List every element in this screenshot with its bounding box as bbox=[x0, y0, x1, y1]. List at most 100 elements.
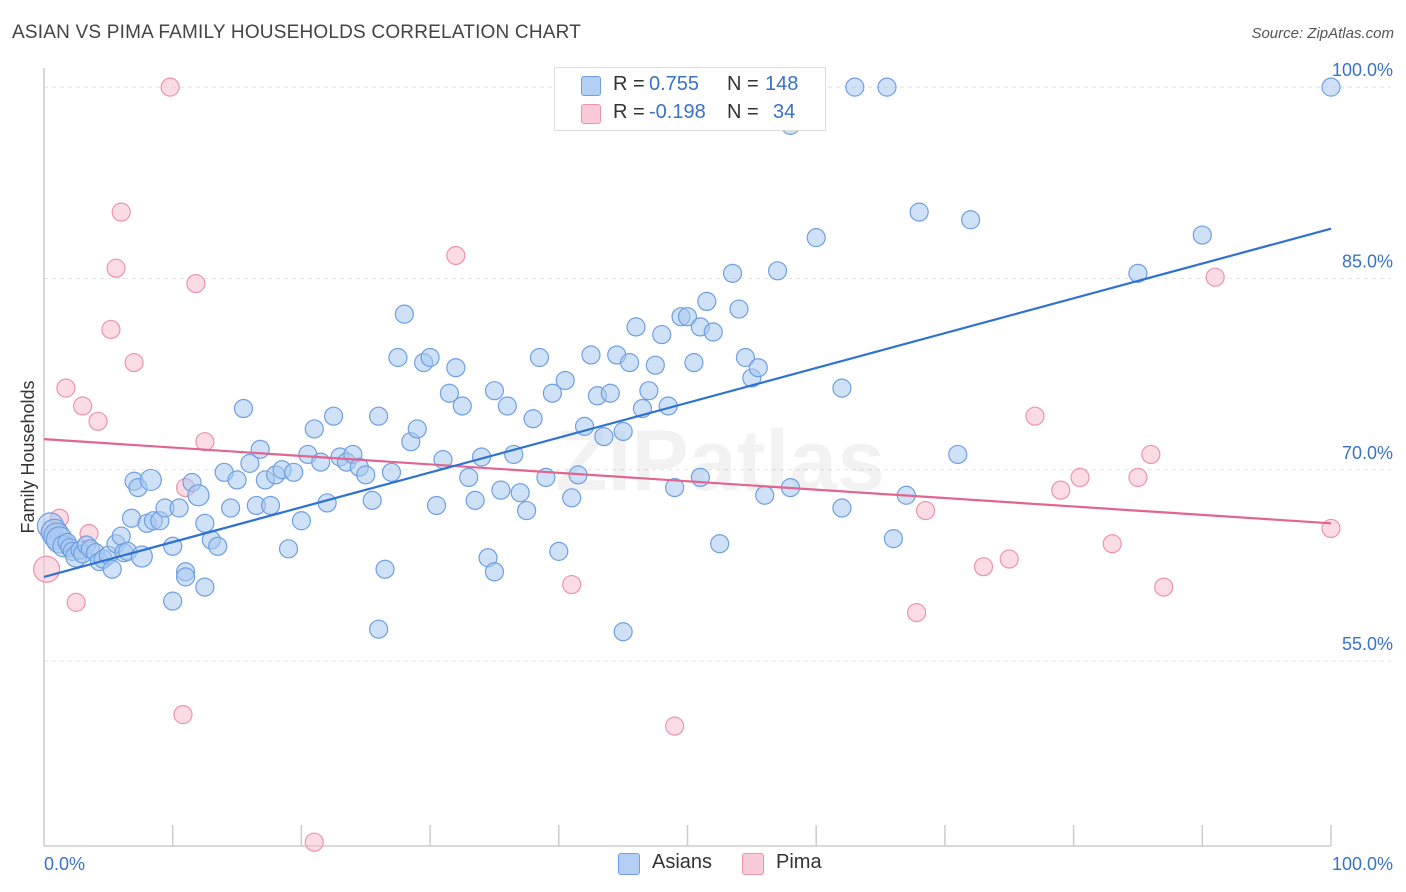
asian-point bbox=[426, 495, 447, 516]
asian-point bbox=[594, 426, 614, 447]
asian-point bbox=[452, 396, 472, 416]
asian-point bbox=[420, 347, 440, 368]
pima-legend-label: Pima bbox=[776, 851, 822, 873]
y-tick-label: 100.0% bbox=[1332, 60, 1393, 80]
n-label: N = bbox=[727, 73, 759, 95]
pima-points bbox=[32, 77, 1341, 852]
asians-swatch bbox=[581, 76, 601, 96]
pima-point bbox=[1025, 406, 1045, 426]
asian-point bbox=[369, 619, 389, 639]
r-value: -0.198 bbox=[649, 101, 706, 123]
chart-title: ASIAN VS PIMA FAMILY HOUSEHOLDS CORRELAT… bbox=[12, 22, 582, 43]
asian-point bbox=[484, 562, 505, 582]
asian-point bbox=[510, 483, 530, 503]
pima-point bbox=[665, 716, 685, 736]
asian-point bbox=[806, 228, 826, 248]
asian-point bbox=[260, 495, 281, 516]
pima-point bbox=[562, 574, 582, 595]
pima-point bbox=[56, 378, 76, 398]
pima-point bbox=[973, 557, 994, 577]
asian-point bbox=[362, 490, 382, 510]
asian-point bbox=[278, 539, 299, 559]
asian-point bbox=[755, 485, 775, 505]
asian-point bbox=[832, 378, 852, 398]
pima-point bbox=[73, 396, 93, 416]
pima-point bbox=[915, 500, 936, 521]
asian-point bbox=[581, 345, 601, 365]
asian-point bbox=[491, 480, 511, 500]
asian-point bbox=[356, 465, 376, 485]
pima-point bbox=[1102, 534, 1122, 554]
pima-point bbox=[906, 602, 927, 623]
pima-point bbox=[195, 432, 215, 452]
n-value: 34 bbox=[773, 101, 796, 123]
asian-point bbox=[652, 324, 672, 345]
asian-point bbox=[883, 529, 904, 549]
asian-point bbox=[549, 541, 569, 561]
asian-point bbox=[250, 439, 270, 459]
n-label: N = bbox=[727, 101, 759, 123]
r-label: R = bbox=[613, 101, 645, 123]
asian-point bbox=[195, 513, 215, 533]
pima-point bbox=[304, 832, 324, 852]
grid-lines bbox=[44, 86, 1391, 662]
asian-point bbox=[845, 77, 865, 97]
asian-point bbox=[767, 261, 788, 281]
asian-point bbox=[187, 484, 210, 507]
asian-point bbox=[381, 462, 402, 482]
pima-point bbox=[124, 353, 144, 373]
pima-point bbox=[101, 319, 121, 340]
asian-point bbox=[877, 77, 897, 97]
y-axis-label: Family Households bbox=[18, 380, 38, 533]
pima-point bbox=[111, 202, 131, 222]
asian-point bbox=[729, 299, 749, 319]
asian-point bbox=[542, 383, 562, 403]
y-tick-label: 85.0% bbox=[1342, 251, 1393, 271]
pima-point bbox=[1051, 480, 1071, 500]
asian-point bbox=[102, 559, 122, 579]
source-label: Source: ZipAtlas.com bbox=[1251, 25, 1394, 42]
asian-points bbox=[36, 77, 1341, 642]
asian-point bbox=[697, 291, 717, 311]
asian-point bbox=[484, 381, 505, 401]
asian-point bbox=[139, 468, 162, 492]
pima-point bbox=[446, 245, 466, 266]
pima-point bbox=[160, 77, 180, 97]
asian-point bbox=[523, 409, 543, 429]
asian-point bbox=[304, 419, 324, 439]
asian-point bbox=[665, 478, 685, 498]
r-value: 0.755 bbox=[649, 73, 700, 95]
asian-point bbox=[562, 488, 582, 508]
asian-point bbox=[169, 498, 189, 518]
asian-point bbox=[517, 500, 537, 521]
asian-point bbox=[459, 467, 479, 488]
asian-point bbox=[227, 470, 247, 490]
asian-point bbox=[613, 622, 633, 642]
pima-point bbox=[173, 705, 193, 725]
stats-legend: R = 0.755 N = 148 R = -0.198 N = 34 bbox=[554, 67, 826, 131]
asian-point bbox=[1192, 225, 1212, 245]
pima-point bbox=[1070, 467, 1090, 488]
asian-point bbox=[195, 577, 215, 597]
pima-swatch bbox=[581, 104, 601, 124]
asian-point bbox=[323, 406, 344, 426]
pima-point bbox=[1128, 467, 1148, 488]
asian-point bbox=[909, 202, 929, 222]
pima-trend-line bbox=[43, 438, 1332, 525]
asian-point bbox=[948, 444, 968, 465]
asian-point bbox=[613, 421, 633, 442]
pima-point bbox=[186, 273, 206, 294]
pima-point bbox=[32, 555, 61, 583]
asian-point bbox=[394, 304, 414, 324]
asian-point bbox=[388, 347, 408, 368]
x-tick-marks bbox=[171, 825, 1332, 846]
pima-point bbox=[1141, 444, 1161, 465]
asians-legend-label: Asians bbox=[652, 851, 713, 873]
asian-point bbox=[163, 591, 183, 611]
asian-point bbox=[233, 398, 254, 419]
asian-point bbox=[645, 355, 665, 375]
pima-point bbox=[106, 258, 126, 278]
x-tick-label-min: 0.0% bbox=[44, 854, 85, 874]
stats-row-asians: R = 0.755 N = 148 bbox=[555, 73, 825, 101]
